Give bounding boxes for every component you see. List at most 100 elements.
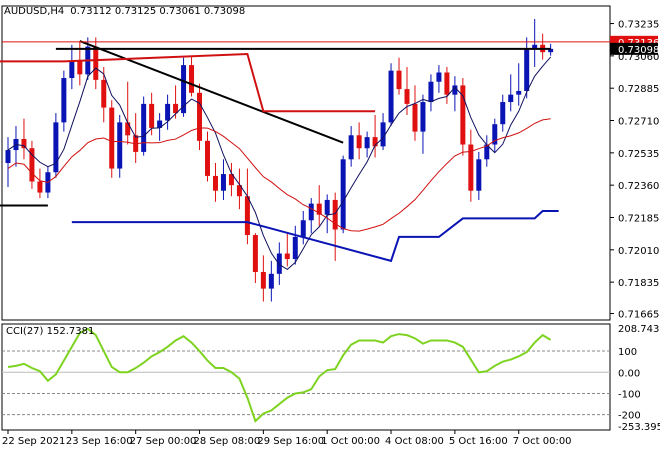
candle-bear xyxy=(316,203,322,215)
candle-bull xyxy=(165,103,171,121)
candle-bull xyxy=(324,199,330,215)
candle-bull xyxy=(157,120,163,128)
candle-bear xyxy=(244,196,250,236)
candle-bull xyxy=(500,102,506,125)
candle-bear xyxy=(109,107,115,169)
candle-bull xyxy=(492,124,498,145)
candle-bear xyxy=(412,103,418,132)
candle-bull xyxy=(276,253,282,274)
price-axis-label: 0.73235 xyxy=(618,20,659,31)
time-axis-label: 7 Oct 00:00 xyxy=(513,436,572,447)
candle-bear xyxy=(125,122,131,136)
symbol-timeframe: AUDUSD,H4 xyxy=(4,6,64,17)
candle-bear xyxy=(37,181,43,193)
candle-bear xyxy=(189,65,195,93)
time-axis-label: 1 Oct 00:00 xyxy=(321,436,380,447)
candle-bear xyxy=(372,137,378,147)
candle-bull xyxy=(340,159,346,230)
candle-bull xyxy=(117,122,123,169)
candle-bear xyxy=(252,235,258,272)
candle-bear xyxy=(444,72,450,95)
time-axis-label: 29 Sep 16:00 xyxy=(257,436,324,447)
candle-bear xyxy=(21,138,27,149)
candle-bear xyxy=(149,103,155,128)
candle-bull xyxy=(380,122,386,147)
cci-axis-label: -100 xyxy=(618,389,641,400)
candle-bull xyxy=(484,144,490,160)
candle-bull xyxy=(532,44,538,49)
price-panel-frame xyxy=(1,5,611,321)
candles xyxy=(5,18,554,302)
price-axis-label: 0.72360 xyxy=(618,181,659,192)
candle-bear xyxy=(212,175,218,191)
cci-header: CCI(27) 152.7381 xyxy=(6,326,94,337)
moving-average-fast xyxy=(7,56,552,271)
candle-bear xyxy=(29,148,35,182)
candle-bull xyxy=(524,48,530,91)
chart-header: AUDUSD,H4 0.73112 0.73125 0.73061 0.73098 xyxy=(4,6,245,17)
candle-bull xyxy=(348,135,354,160)
candle-bull xyxy=(69,61,75,79)
time-axis-label: 22 Sep 2021 xyxy=(2,436,65,447)
candle-bull xyxy=(308,203,314,221)
candle-bear xyxy=(460,85,466,145)
time-axis-label: 23 Sep 16:00 xyxy=(66,436,133,447)
candle-bull xyxy=(5,150,11,163)
moving-average-slow xyxy=(7,118,551,232)
price-axis-label: 0.71665 xyxy=(618,310,659,321)
price-panel: 0.73235 0.73060 0.72885 0.72710 0.72535 0.723… xyxy=(0,5,659,321)
candle-bear xyxy=(77,61,83,75)
candle-bear xyxy=(332,199,338,230)
candle-bear xyxy=(260,271,266,289)
candle-bull xyxy=(548,48,554,53)
candle-bull xyxy=(508,94,514,103)
candle-bear xyxy=(228,174,234,186)
candle-bull xyxy=(436,72,442,82)
candle-bull xyxy=(53,122,59,173)
price-axis-label: 0.72885 xyxy=(618,84,659,95)
candle-bear xyxy=(236,185,242,197)
candle-bull xyxy=(428,81,434,103)
time-axis-label: 5 Oct 16:00 xyxy=(449,436,508,447)
candle-bull xyxy=(61,78,67,123)
candle-bear xyxy=(93,46,99,80)
current-price-label: 0.73098 xyxy=(618,45,659,56)
candle-bull xyxy=(388,70,394,123)
candle-bull xyxy=(516,90,522,95)
candle-bear xyxy=(356,135,362,149)
cci-axis-label: 100 xyxy=(618,347,637,358)
cci-axis-label: 208.7433 xyxy=(618,324,660,335)
candle-bull xyxy=(268,273,274,289)
candle-bear xyxy=(101,79,107,108)
candle-bull xyxy=(476,159,482,191)
candle-bear xyxy=(404,89,410,104)
candle-bull xyxy=(300,220,306,237)
candle-bear xyxy=(396,70,402,90)
time-axis-label: 4 Oct 08:00 xyxy=(385,436,444,447)
cci-line xyxy=(7,327,552,423)
candle-bear xyxy=(468,144,474,191)
candle-bear xyxy=(205,140,210,176)
candle-bear xyxy=(197,92,203,141)
time-axis-label: 28 Sep 08:00 xyxy=(194,436,261,447)
support-line xyxy=(71,210,559,263)
price-axis-label: 0.72010 xyxy=(618,246,659,257)
candle-bull xyxy=(452,85,458,95)
cci-axis-label: -200 xyxy=(618,411,641,422)
candle-bull xyxy=(420,102,426,132)
price-axis-label: 0.71835 xyxy=(618,278,659,289)
price-axis-label: 0.73060 xyxy=(618,52,659,63)
time-axis-label: 27 Sep 00:00 xyxy=(130,436,197,447)
candle-bull xyxy=(141,103,147,152)
candle-bear xyxy=(173,103,179,114)
price-axis-label: 0.72185 xyxy=(618,213,659,224)
candle-bull xyxy=(220,174,226,191)
candle-bull xyxy=(292,236,298,260)
candle-bear xyxy=(284,253,290,260)
ohlc-values: 0.73112 0.73125 0.73061 0.73098 xyxy=(70,6,245,17)
price-axis-label: 0.72535 xyxy=(618,149,659,160)
cci-panel-frame xyxy=(1,323,611,431)
